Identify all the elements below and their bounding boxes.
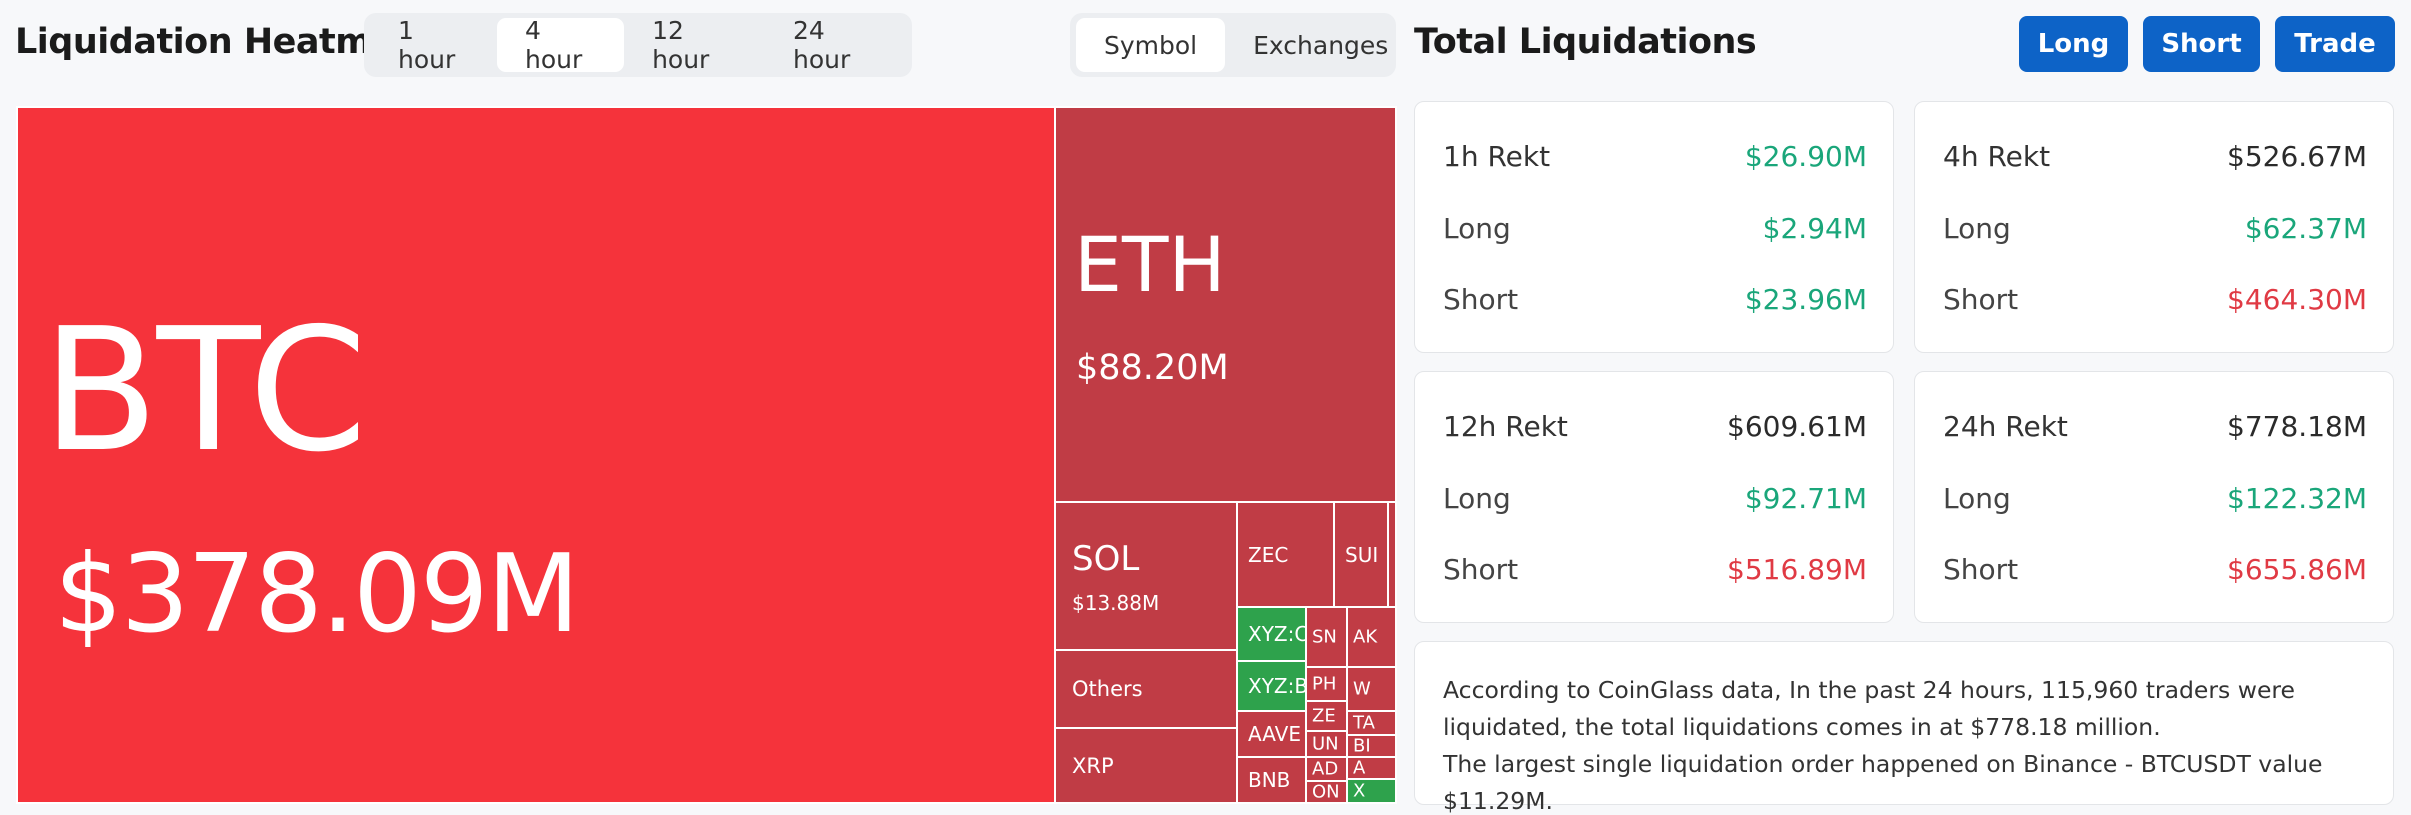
tile-symbol: AAVE	[1248, 722, 1301, 746]
tile-symbol: Others	[1072, 677, 1143, 701]
tile-symbol: AD	[1312, 758, 1339, 780]
short-value: $516.89M	[1727, 553, 1867, 586]
tile-zec[interactable]: ZEC	[1236, 501, 1335, 608]
tile-xyz-c[interactable]: XYZ:C	[1236, 606, 1307, 662]
tile-symbol: BI	[1353, 735, 1371, 757]
long-label: Long	[1943, 212, 2011, 245]
card-title: 4h Rekt	[1943, 140, 2051, 173]
tile-symbol: UN	[1312, 733, 1339, 755]
card-total: $778.18M	[2227, 410, 2367, 443]
tab-12-hour[interactable]: 12 hour	[652, 16, 710, 74]
trade-button[interactable]: Trade	[2275, 16, 2395, 72]
short-label: Short	[1443, 283, 1519, 316]
tile-symbol: XRP	[1072, 753, 1114, 778]
long-value: $2.94M	[1762, 212, 1867, 245]
tile-xyz-b[interactable]: XYZ:B	[1236, 660, 1307, 712]
time-range-selector: 1 hour 4 hour 12 hour 24 hour	[364, 13, 912, 77]
tile-sn[interactable]: SN	[1305, 606, 1348, 668]
tile-symbol: BTC	[42, 292, 367, 490]
tile-eth[interactable]: ETH $88.20M	[1054, 106, 1397, 503]
tab-1-hour[interactable]: 1 hour	[398, 16, 456, 74]
short-value: $655.86M	[2227, 553, 2367, 586]
tile-symbol: XYZ:B	[1248, 674, 1307, 698]
tile-un[interactable]: UN	[1305, 730, 1348, 758]
tile-symbol: SOL	[1072, 539, 1140, 579]
tile-value: $13.88M	[1072, 591, 1160, 615]
tile-symbol: ON	[1312, 781, 1340, 803]
tile-symbol: A	[1353, 757, 1366, 779]
long-label: Long	[1943, 482, 2011, 515]
card-title: 12h Rekt	[1443, 410, 1568, 443]
tile-symbol: XYZ:C	[1248, 622, 1307, 646]
short-value: $23.96M	[1744, 283, 1867, 316]
summary-line-1: According to CoinGlass data, In the past…	[1443, 676, 2296, 741]
card-title: 1h Rekt	[1443, 140, 1551, 173]
tile-ta[interactable]: TA	[1346, 710, 1397, 736]
tile-symbol: ETH	[1074, 220, 1226, 309]
tile-value: $378.09M	[54, 532, 580, 657]
rekt-card-24h: 24h Rekt $778.18M Long $122.32M Short $655.…	[1914, 371, 2394, 623]
tab-24-hour[interactable]: 24 hour	[793, 16, 851, 74]
tile-a[interactable]: A	[1346, 756, 1397, 780]
long-label: Long	[1443, 482, 1511, 515]
long-value: $92.71M	[1744, 482, 1867, 515]
tile-on[interactable]: ON	[1305, 780, 1348, 804]
short-value: $464.30M	[2227, 283, 2367, 316]
tile-symbol: BNB	[1248, 768, 1291, 792]
tab-4-hour[interactable]: 4 hour	[497, 16, 625, 74]
long-value: $122.32M	[2227, 482, 2367, 515]
tile-symbol: SUI	[1345, 542, 1379, 567]
tile-ph[interactable]: PH	[1305, 666, 1348, 702]
tile-symbol: AK	[1353, 626, 1378, 648]
total-liquidations-title: Total Liquidations	[1414, 22, 1757, 62]
long-value: $62.37M	[2244, 212, 2367, 245]
rekt-card-1h: 1h Rekt $26.90M Long $2.94M Short $23.96M	[1414, 101, 1894, 353]
heatmap-title: Liquidation Heatmap	[15, 22, 419, 62]
tile-symbol: ZE	[1312, 705, 1336, 727]
view-selector: Symbol Exchanges	[1070, 13, 1396, 77]
liquidation-treemap: BTC $378.09M ETH $88.20M SOL $13.88M Oth…	[16, 106, 1397, 804]
tile-xrp[interactable]: XRP	[1054, 727, 1238, 804]
tile-symbol: ZEC	[1248, 542, 1289, 567]
tile-sol[interactable]: SOL $13.88M	[1054, 501, 1238, 651]
tile-bnb[interactable]: BNB	[1236, 756, 1307, 804]
tile-bi[interactable]: BI	[1346, 734, 1397, 758]
summary-line-2: The largest single liquidation order hap…	[1443, 750, 2323, 815]
liquidation-summary: According to CoinGlass data, In the past…	[1414, 641, 2394, 815]
short-label: Short	[1943, 283, 2019, 316]
tile-ze[interactable]: ZE	[1305, 700, 1348, 732]
tile-x[interactable]: X	[1346, 778, 1397, 804]
tile-symbol: PH	[1312, 673, 1337, 695]
long-button[interactable]: Long	[2019, 16, 2128, 72]
tile-ak[interactable]: AK	[1346, 606, 1397, 668]
tile-others[interactable]: Others	[1054, 649, 1238, 729]
short-label: Short	[1943, 553, 2019, 586]
tab-symbol[interactable]: Symbol	[1076, 18, 1226, 72]
tile-w[interactable]: W	[1346, 666, 1397, 712]
short-label: Short	[1443, 553, 1519, 586]
card-total: $26.90M	[1744, 140, 1867, 173]
tile-symbol: SN	[1312, 626, 1337, 648]
tile-value: $88.20M	[1076, 348, 1229, 388]
tile-btc[interactable]: BTC $378.09M	[16, 106, 1056, 804]
short-button[interactable]: Short	[2143, 16, 2260, 72]
card-total: $526.67M	[2227, 140, 2367, 173]
tile-symbol: W	[1353, 678, 1371, 700]
tile-sui[interactable]: SUI	[1333, 501, 1389, 608]
tab-exchanges[interactable]: Exchanges	[1253, 30, 1389, 60]
rekt-card-4h: 4h Rekt $526.67M Long $62.37M Short $464.30…	[1914, 101, 2394, 353]
rekt-card-12h: 12h Rekt $609.61M Long $92.71M Short $516.8…	[1414, 371, 1894, 623]
tile-ad[interactable]: AD	[1305, 756, 1348, 782]
card-total: $609.61M	[1727, 410, 1867, 443]
tile-aave[interactable]: AAVE	[1236, 710, 1307, 758]
long-label: Long	[1443, 212, 1511, 245]
tile-unlabeled[interactable]	[1387, 501, 1397, 608]
tile-symbol: X	[1353, 780, 1366, 802]
card-title: 24h Rekt	[1943, 410, 2068, 443]
tile-symbol: TA	[1353, 712, 1375, 734]
